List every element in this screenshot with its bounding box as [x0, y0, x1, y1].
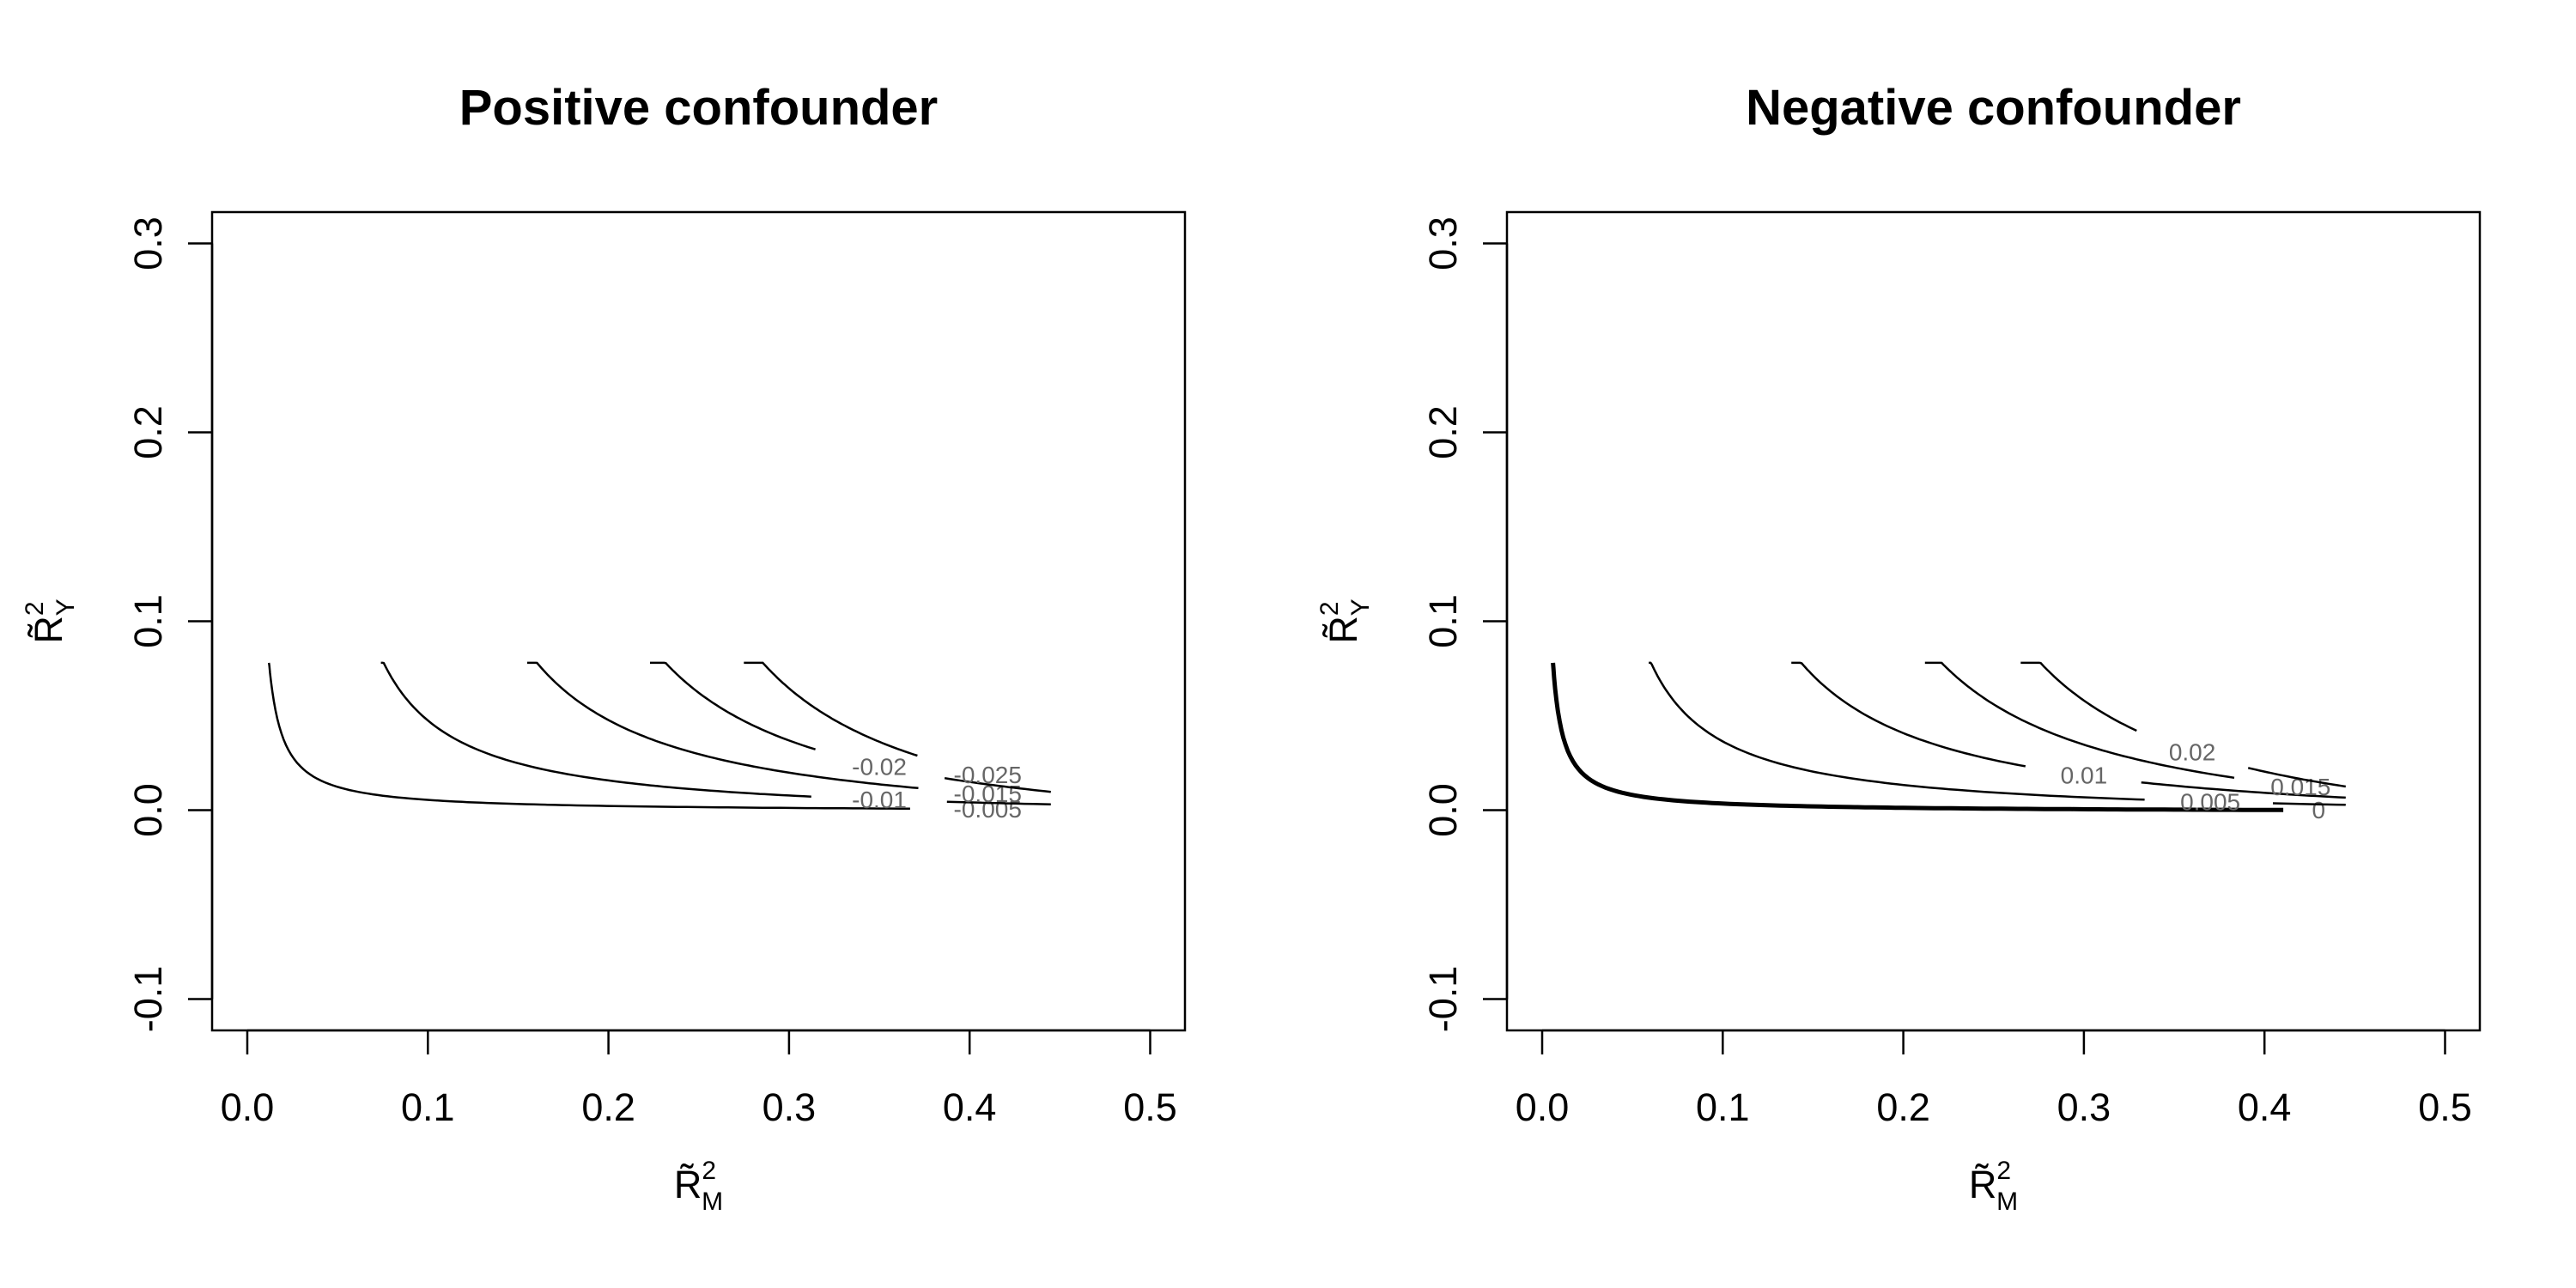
contour-line	[1649, 661, 2145, 801]
x-axis-label: R̃2 M	[1969, 1157, 2018, 1216]
chart-title: Positive confounder	[459, 80, 939, 136]
y-axis-label: R̃2 Y	[21, 598, 80, 643]
plot-area	[210, 210, 1187, 1032]
x-tick-label: 0.0	[221, 1085, 275, 1129]
contour-line	[1791, 661, 2026, 768]
plot-area	[1505, 210, 2482, 1032]
x-tick-label: 0.4	[943, 1085, 997, 1129]
contour-line	[1551, 662, 2284, 812]
contour-label: 0.01	[2061, 762, 2108, 789]
y-tick-label: -0.1	[1421, 966, 1465, 1033]
panel-negative-confounder: Negative confounder 0.0 0.1 0.2 0.3 0.4 0.5 -0.…	[1315, 80, 2482, 1216]
chart-title: Negative confounder	[1746, 80, 2241, 136]
contour-line	[2141, 781, 2346, 799]
x-tick-label: 0.3	[762, 1085, 817, 1129]
contour-line	[2247, 767, 2346, 788]
contour-line	[380, 661, 811, 799]
contour-label: 0.015	[2270, 774, 2330, 800]
contour-line	[2020, 661, 2137, 732]
x-tick-label: 0.1	[1696, 1085, 1750, 1129]
contour-line	[944, 776, 1051, 793]
x-tick-label: 0.2	[1876, 1085, 1930, 1129]
x-tick-label: 0.3	[2057, 1085, 2111, 1129]
contour-label: 0	[2312, 797, 2326, 823]
x-tick-label: 0.4	[2238, 1085, 2292, 1129]
contour-line	[946, 800, 1051, 806]
contour-label: -0.005	[954, 796, 1022, 823]
y-tick-label: -0.1	[126, 966, 170, 1033]
contour-label: 0.005	[2180, 789, 2240, 816]
contour-line	[527, 661, 919, 790]
x-tick-label: 0.1	[401, 1085, 455, 1129]
contour-line	[744, 661, 918, 757]
contour-line	[650, 661, 816, 750]
y-tick-label: 0.0	[1421, 783, 1465, 837]
contour-label: -0.025	[954, 762, 1022, 788]
x-axis-label: R̃2 M	[674, 1157, 723, 1216]
y-tick-label: 0.3	[1421, 216, 1465, 270]
x-tick-label: 0.5	[1123, 1085, 1177, 1129]
y-tick-label: 0.0	[126, 783, 170, 837]
x-tick-label: 0.2	[581, 1085, 635, 1129]
contour-label: -0.02	[852, 753, 907, 780]
y-tick-label: 0.3	[126, 216, 170, 270]
y-tick-label: 0.1	[1421, 594, 1465, 648]
y-tick-label: 0.2	[1421, 405, 1465, 459]
panel-positive-confounder: Positive confounder 0.0 0.1 0.2 0.3 0.4 0.5 -0.…	[21, 80, 1187, 1216]
contour-line	[2272, 802, 2346, 806]
contour-label: -0.01	[852, 787, 907, 813]
y-axis-label: R̃2 Y	[1315, 598, 1375, 643]
contour-line	[1924, 661, 2235, 780]
y-tick-label: 0.1	[126, 594, 170, 648]
x-tick-label: 0.5	[2418, 1085, 2472, 1129]
y-tick-label: 0.2	[126, 405, 170, 459]
contour-line	[267, 662, 910, 810]
x-tick-label: 0.0	[1516, 1085, 1570, 1129]
contour-label: 0.02	[2169, 738, 2216, 765]
